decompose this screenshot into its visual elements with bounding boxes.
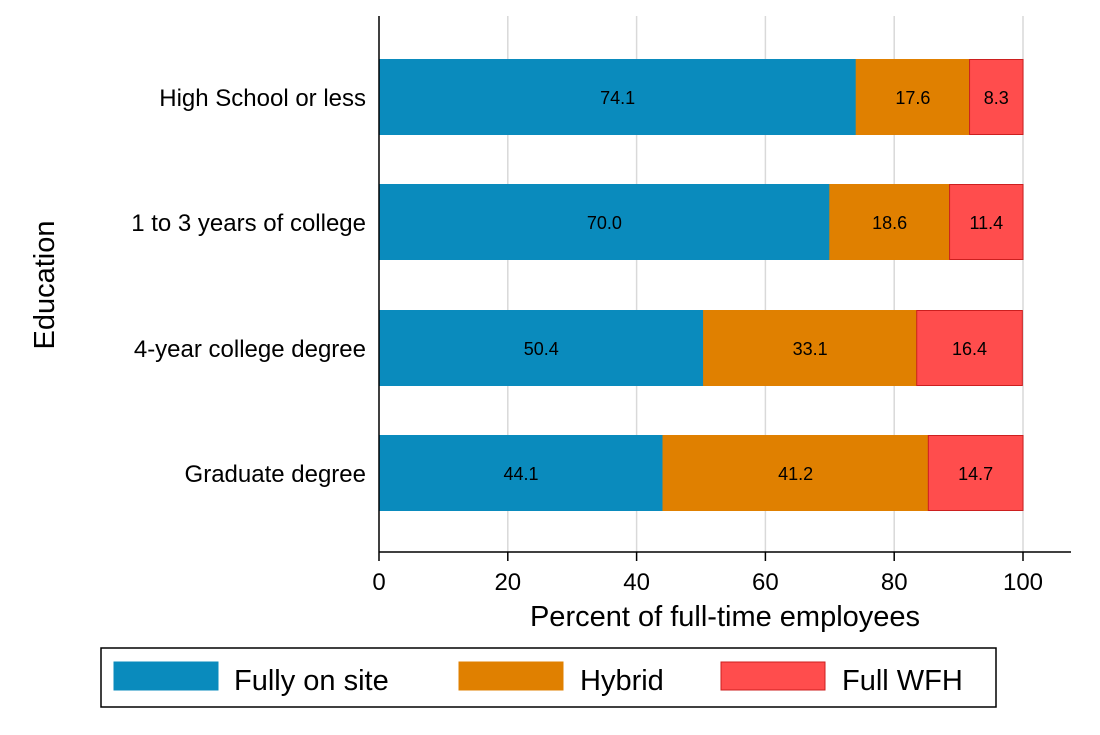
legend-label-1: Hybrid — [580, 665, 664, 697]
x-tick-label-100: 100 — [1003, 569, 1043, 596]
legend-label-0: Fully on site — [234, 665, 389, 697]
y-axis-title: Education — [29, 221, 61, 350]
bar-hybrid-0 — [855, 59, 971, 135]
legend-label-2: Full WFH — [842, 665, 963, 697]
bar-full-wfh-1 — [949, 184, 1024, 260]
x-tick-label-0: 0 — [372, 569, 385, 596]
x-tick-label-40: 40 — [623, 569, 650, 596]
bar-full-wfh-0 — [969, 59, 1024, 135]
data-labels: 74.1 17.6 8.3 70.0 18.6 11.4 50.4 33.1 16.4 44.1 4… — [503, 88, 1008, 484]
legend-swatch-0 — [113, 661, 219, 691]
x-tick-label-20: 20 — [494, 569, 521, 596]
data-label-3-0: 44.1 — [503, 464, 538, 484]
bar-full-wfh-3 — [927, 435, 1024, 511]
x-axis-title: Percent of full-time employees — [530, 601, 920, 633]
legend-items: Fully on site Hybrid Full WFH — [113, 661, 963, 697]
category-label-3: Graduate degree — [185, 461, 366, 488]
bar-fully-on-site-0 — [378, 59, 857, 135]
data-label-3-1: 41.2 — [778, 464, 813, 484]
bars — [378, 59, 1024, 511]
bar-hybrid-3 — [662, 435, 929, 511]
bar-full-wfh-2 — [916, 310, 1023, 386]
legend: Fully on site Hybrid Full WFH — [100, 647, 997, 708]
legend-swatch-1 — [458, 661, 564, 691]
data-label-0-2: 8.3 — [984, 88, 1009, 108]
category-label-1: 1 to 3 years of college — [131, 210, 366, 237]
data-label-1-1: 18.6 — [872, 213, 907, 233]
category-label-2: 4-year college degree — [134, 336, 366, 363]
data-label-3-2: 14.7 — [958, 464, 993, 484]
legend-swatch-2 — [720, 661, 826, 691]
data-label-2-1: 33.1 — [793, 339, 828, 359]
bar-fully-on-site-2 — [378, 310, 705, 386]
x-tick-label-80: 80 — [881, 569, 908, 596]
data-label-1-0: 70.0 — [587, 213, 622, 233]
data-label-2-0: 50.4 — [524, 339, 559, 359]
category-label-0: High School or less — [159, 85, 366, 112]
bar-fully-on-site-3 — [378, 435, 664, 511]
category-labels: High School or less 1 to 3 years of colle… — [131, 85, 366, 488]
x-tick-label-60: 60 — [752, 569, 779, 596]
data-label-2-2: 16.4 — [952, 339, 987, 359]
bar-fully-on-site-1 — [378, 184, 831, 260]
data-label-1-2: 11.4 — [969, 213, 1003, 233]
data-label-0-1: 17.6 — [895, 88, 930, 108]
bar-hybrid-1 — [829, 184, 951, 260]
axes: 0 20 40 60 80 100 — [372, 16, 1071, 596]
data-label-0-0: 74.1 — [600, 88, 635, 108]
